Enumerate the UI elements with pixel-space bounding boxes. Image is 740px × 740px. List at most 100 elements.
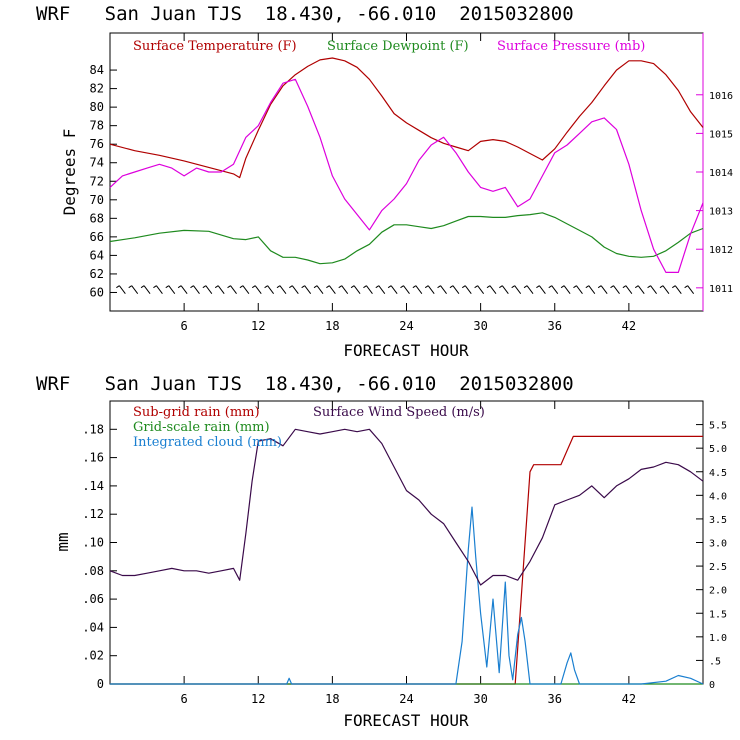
wind-barb-31 — [486, 285, 497, 294]
y2-tick-label-7: 3.5 — [709, 515, 727, 526]
top-series-lines — [109, 57, 704, 273]
y2-tick-label-11: 5.5 — [709, 421, 727, 432]
y2-tick-label-5: 2.5 — [709, 562, 727, 573]
wind-barb-28 — [449, 285, 460, 294]
y2-tick-label-6: 3.0 — [709, 539, 727, 550]
wind-barb-43 — [634, 285, 645, 294]
wind-barb-29 — [461, 285, 472, 294]
y2-tick-label-4: 2.0 — [709, 586, 727, 597]
x-tick-label-30: 30 — [473, 319, 487, 333]
legend-sub-grid-rain: Sub-grid rain (mm) — [133, 405, 260, 420]
wind-barb-5 — [165, 285, 176, 294]
wind-barb-8 — [202, 285, 213, 294]
wind-barb-12 — [251, 285, 262, 294]
y2-tick-label-8: 4.0 — [709, 491, 727, 502]
y2-tick-label-1: 1012 — [709, 245, 733, 256]
series-line-surface-dewpoint — [109, 212, 704, 265]
x-tick-label-24: 24 — [399, 692, 413, 706]
y-tick-label-0: 0 — [97, 677, 104, 691]
wind-barb-4 — [153, 285, 163, 294]
y2-tick-label-1: .5 — [709, 656, 721, 667]
bottom-chart-title: WRF San Juan TJS 18.430, -66.010 2015032… — [36, 373, 574, 395]
wind-barb-35 — [536, 285, 546, 294]
x-tick-label-24: 24 — [399, 319, 413, 333]
series-line-surface-pressure — [109, 78, 704, 273]
x-tick-label-12: 12 — [251, 692, 265, 706]
wind-barb-11 — [239, 285, 250, 294]
y-tick-label-8: .16 — [82, 451, 104, 465]
bottom-y2-ticks: 0 .5 1.0 1.5 2.0 2.5 3.0 3.5 4.0 4.5 5.0 5.5 — [696, 421, 727, 691]
y-tick-label-2: 64 — [90, 248, 104, 262]
y-tick-label-6: 72 — [90, 174, 104, 188]
legend-surface-wind-speed: Surface Wind Speed (m/s) — [313, 405, 485, 420]
wind-barb-34 — [523, 285, 534, 294]
wind-barb-37 — [560, 285, 571, 294]
series-line-sub-grid-rain — [110, 435, 703, 685]
y-tick-label-4: 68 — [90, 211, 104, 225]
wind-barb-39 — [585, 285, 596, 294]
bottom-x-axis-label: FORECAST HOUR — [343, 711, 469, 730]
legend-surface-pressure: Surface Pressure (mb) — [497, 39, 645, 54]
top-chart-title: WRF San Juan TJS 18.430, -66.010 2015032… — [36, 3, 574, 25]
wind-barb-16 — [301, 285, 312, 294]
y-tick-label-0: 60 — [90, 285, 104, 299]
wind-barb-7 — [190, 285, 200, 294]
y2-tick-label-9: 4.5 — [709, 468, 727, 479]
y-tick-label-10: 80 — [90, 100, 104, 114]
wind-barb-22 — [375, 285, 386, 294]
bottom-x-ticks: 6 12 18 24 30 36 42 — [181, 401, 636, 706]
y-tick-label-1: 62 — [90, 267, 104, 281]
y2-tick-label-2: 1013 — [709, 207, 733, 218]
wind-barb-9 — [214, 285, 225, 294]
wind-barb-42 — [622, 285, 633, 294]
wind-barb-15 — [289, 285, 299, 294]
y-tick-label-6: .12 — [82, 507, 104, 521]
y-tick-label-5: .10 — [82, 536, 104, 550]
y2-tick-label-2: 1.0 — [709, 633, 727, 644]
x-tick-label-18: 18 — [325, 692, 339, 706]
bottom-panel: WRF San Juan TJS 18.430, -66.010 2015032… — [36, 373, 727, 730]
x-tick-label-36: 36 — [548, 692, 562, 706]
wind-barb-30 — [474, 285, 485, 294]
y-tick-label-3: 66 — [90, 230, 104, 244]
bottom-y-ticks: 0 .02 .04 .06 .08 .10 .12 .14 .16 .18 — [82, 422, 117, 691]
x-tick-label-42: 42 — [622, 319, 636, 333]
top-panel: WRF San Juan TJS 18.430, -66.010 2015032… — [36, 3, 733, 360]
y2-tick-label-10: 5.0 — [709, 444, 727, 455]
wind-barb-36 — [548, 285, 559, 294]
series-line-integrated-cloud — [110, 506, 704, 685]
wind-barb-13 — [264, 285, 275, 294]
y-tick-label-11: 82 — [90, 82, 104, 96]
top-y-ticks: 60 62 64 66 68 70 72 74 76 78 80 82 84 — [90, 63, 117, 299]
wind-barb-38 — [573, 285, 583, 294]
x-tick-label-6: 6 — [181, 692, 188, 706]
wind-barb-3 — [140, 285, 151, 294]
wind-barb-20 — [350, 285, 361, 294]
wind-barb-17 — [313, 285, 324, 294]
x-tick-label-42: 42 — [622, 692, 636, 706]
y-tick-label-9: .18 — [82, 422, 104, 436]
top-y-axis-label: Degrees F — [60, 129, 79, 216]
y-tick-label-7: .14 — [82, 479, 104, 493]
bottom-series-lines — [109, 428, 704, 685]
wind-barb-10 — [227, 285, 237, 294]
wind-barb-41 — [610, 285, 620, 294]
wind-barb-23 — [387, 285, 398, 294]
wind-barb-47 — [684, 285, 695, 294]
legend-surface-dewpoint: Surface Dewpoint (F) — [327, 39, 469, 54]
x-tick-label-30: 30 — [473, 692, 487, 706]
wind-barb-40 — [597, 285, 608, 294]
y-tick-label-7: 74 — [90, 156, 104, 170]
y-tick-label-3: .06 — [82, 592, 104, 606]
y-tick-label-9: 78 — [90, 119, 104, 133]
wind-barb-27 — [437, 285, 447, 294]
x-tick-label-18: 18 — [325, 319, 339, 333]
y2-tick-label-4: 1015 — [709, 129, 733, 140]
wind-barb-33 — [511, 285, 522, 294]
legend-integrated-cloud: Integrated cloud (mm) — [133, 435, 282, 450]
wind-barb-1 — [116, 285, 126, 294]
y2-tick-label-3: 1014 — [709, 168, 733, 179]
top-y2-ticks: 1011 1012 1013 1014 1015 1016 — [696, 91, 733, 295]
wind-barb-14 — [276, 285, 287, 294]
